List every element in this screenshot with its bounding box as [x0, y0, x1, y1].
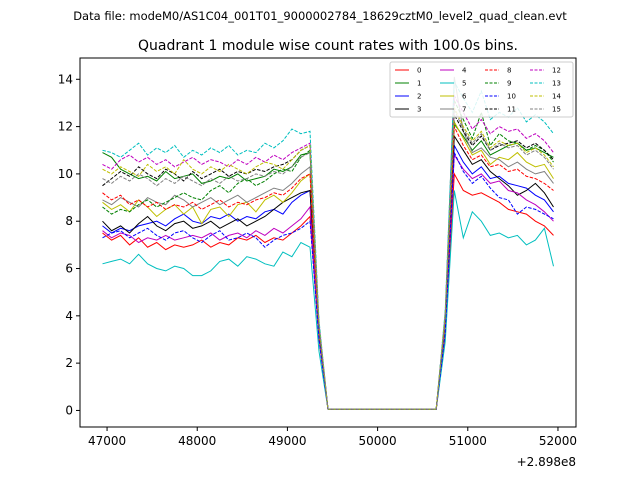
x-tick-label: 51000 — [449, 434, 487, 448]
x-tick-label: 48000 — [178, 434, 216, 448]
y-tick-label: 12 — [58, 120, 73, 134]
series-line-5 — [102, 190, 554, 410]
y-axis: 0 2 4 6 8 10 12 14 — [58, 72, 80, 417]
legend-label-3: 3 — [417, 106, 421, 114]
legend-label-2: 2 — [417, 93, 421, 101]
legend-label-7: 7 — [462, 106, 466, 114]
legend-label-8: 8 — [507, 67, 511, 75]
x-tick-label: 47000 — [88, 434, 126, 448]
legend-label-12: 12 — [552, 67, 561, 75]
legend-label-15: 15 — [552, 106, 561, 114]
legend-box — [389, 61, 574, 118]
y-tick-label: 8 — [65, 214, 73, 228]
series-line-0 — [102, 172, 554, 410]
series-line-8 — [102, 126, 554, 410]
series-line-13 — [102, 79, 554, 410]
series-line-11 — [102, 112, 554, 410]
series-line-1 — [102, 122, 554, 410]
x-tick-label: 52000 — [539, 434, 577, 448]
suptitle: Data file: modeM0/AS1C04_001T01_90000027… — [73, 9, 567, 23]
legend-label-13: 13 — [552, 80, 561, 88]
y-tick-label: 4 — [65, 309, 73, 323]
legend-label-5: 5 — [462, 80, 466, 88]
series-line-6 — [102, 120, 554, 410]
y-tick-label: 10 — [58, 167, 73, 181]
legend-label-4: 4 — [462, 67, 467, 75]
x-tick-label: 50000 — [359, 434, 397, 448]
series-line-12 — [102, 93, 554, 410]
series-line-15 — [102, 109, 554, 410]
series-line-9 — [102, 100, 554, 410]
legend-label-1: 1 — [417, 80, 421, 88]
series-line-2 — [102, 143, 554, 410]
legend-label-10: 10 — [507, 93, 516, 101]
y-tick-label: 0 — [65, 403, 73, 417]
plot-frame — [79, 57, 577, 428]
legend-label-6: 6 — [462, 93, 467, 101]
chart-title: Quadrant 1 module wise count rates with … — [138, 38, 518, 54]
series-line-14 — [102, 107, 554, 410]
y-tick-label: 14 — [58, 72, 73, 86]
series-layer — [102, 76, 554, 410]
legend-label-14: 14 — [552, 93, 561, 101]
x-tick-label: 49000 — [268, 434, 306, 448]
legend-label-0: 0 — [417, 67, 421, 75]
y-tick-label: 6 — [65, 262, 73, 276]
y-tick-label: 2 — [65, 356, 73, 370]
x-offset-label: +2.898e8 — [517, 455, 576, 469]
legend-label-9: 9 — [507, 80, 511, 88]
legend-label-11: 11 — [507, 106, 516, 114]
series-line-10 — [102, 152, 554, 410]
x-axis: 47000 48000 49000 50000 51000 52000 — [88, 427, 577, 448]
series-line-4 — [102, 153, 554, 410]
